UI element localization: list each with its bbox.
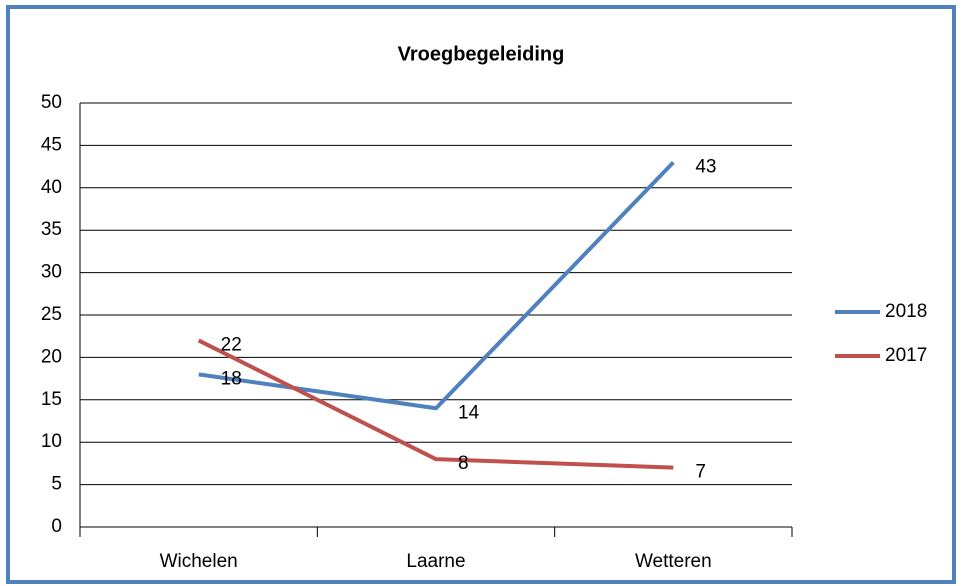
y-tick-label: 25 [41, 304, 62, 325]
y-tick-label: 10 [41, 431, 62, 452]
data-label: 18 [221, 368, 242, 389]
y-tick-label: 50 [41, 92, 62, 113]
data-label: 43 [695, 156, 716, 177]
y-tick-label: 30 [41, 262, 62, 283]
y-tick-label: 35 [41, 219, 62, 240]
legend-label: 2018 [885, 301, 927, 322]
x-tick-label: Laarne [406, 551, 465, 572]
data-label: 14 [458, 402, 480, 423]
y-tick-label: 40 [41, 177, 62, 198]
x-tick-label: Wichelen [160, 551, 238, 572]
y-tick-label: 15 [41, 389, 62, 410]
data-label: 7 [695, 462, 706, 483]
chart-title: Vroegbegeleiding [398, 43, 565, 65]
data-label: 22 [221, 334, 242, 355]
y-tick-label: 5 [51, 474, 62, 495]
series-line [197, 338, 674, 470]
y-tick-label: 45 [41, 134, 62, 155]
series-line [198, 160, 675, 411]
y-tick-label: 0 [51, 516, 62, 537]
chart-frame [6, 5, 956, 584]
y-tick-label: 20 [41, 346, 62, 367]
data-label: 8 [458, 453, 469, 474]
legend-label: 2017 [885, 345, 927, 366]
x-tick-label: Wetteren [635, 551, 712, 572]
